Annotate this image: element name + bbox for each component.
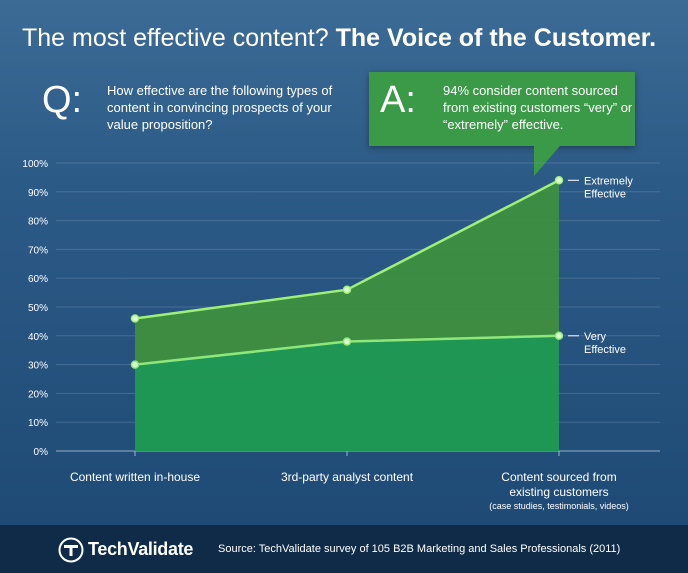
- y-tick-label: 50%: [28, 303, 48, 314]
- answer-pointer: [534, 146, 560, 176]
- y-tick-label: 20%: [28, 389, 48, 400]
- point-extremely-effective: [554, 176, 564, 185]
- x-category-label: 3rd-party analyst content: [281, 470, 414, 484]
- series-label-very: Very: [584, 331, 607, 343]
- y-tick-label: 80%: [28, 217, 48, 228]
- x-category-sublabel: (case studies, testimonials, videos): [489, 501, 629, 511]
- area-very-effective: [135, 335, 559, 451]
- question-letter: Q:: [42, 79, 83, 121]
- title-regular: The most effective content?: [22, 24, 329, 52]
- y-tick-label: 60%: [28, 274, 48, 285]
- y-tick-label: 90%: [28, 188, 48, 199]
- techvalidate-logo: TechValidate: [58, 535, 258, 565]
- answer-letter: A:: [380, 79, 416, 121]
- point-extremely-effective: [130, 314, 140, 323]
- question-text: How effective are the following types of…: [107, 83, 333, 132]
- y-tick-label: 100%: [22, 159, 48, 170]
- series-label-very-line2: Effective: [584, 344, 626, 356]
- point-very-effective: [342, 337, 352, 346]
- series-label-extremely-line2: Effective: [584, 188, 626, 200]
- x-category-label: Content sourced from: [501, 470, 616, 484]
- y-tick-label: 40%: [28, 332, 48, 343]
- point-very-effective: [130, 360, 140, 369]
- y-tick-label: 30%: [28, 361, 48, 372]
- label-layer: 0% 10% 20% 30% 40% 50% 60% 70% 80% 90% 100% Extreme…: [22, 159, 633, 511]
- brand-name: TechValidate: [88, 539, 194, 559]
- footer: [0, 525, 688, 573]
- point-extremely-effective: [342, 285, 352, 294]
- area-chart: 0% 10% 20% 30% 40% 50% 60% 70% 80% 90% 100% Extreme…: [22, 159, 660, 511]
- answer-text: 94% consider content sourced from existi…: [443, 83, 633, 132]
- point-very-effective: [554, 331, 564, 341]
- series-label-extremely: Extremely: [584, 175, 633, 187]
- title-bold: The Voice of the Customer.: [335, 24, 657, 52]
- x-category-label: Content written in-house: [70, 470, 200, 484]
- techvalidate-logo-icon: [58, 537, 84, 563]
- answer-box: [369, 72, 635, 146]
- y-tick-label: 0%: [34, 447, 49, 458]
- y-tick-label: 10%: [28, 418, 48, 429]
- area-layer: [135, 180, 559, 451]
- page-title: The most effective content? The Voice of…: [22, 22, 672, 54]
- point-layer: [130, 176, 564, 369]
- x-category-label-line2: existing customers: [509, 485, 608, 499]
- source-note: Source: TechValidate survey of 105 B2B M…: [218, 543, 621, 555]
- area-extremely-effective: [135, 180, 559, 365]
- y-tick-label: 70%: [28, 245, 48, 256]
